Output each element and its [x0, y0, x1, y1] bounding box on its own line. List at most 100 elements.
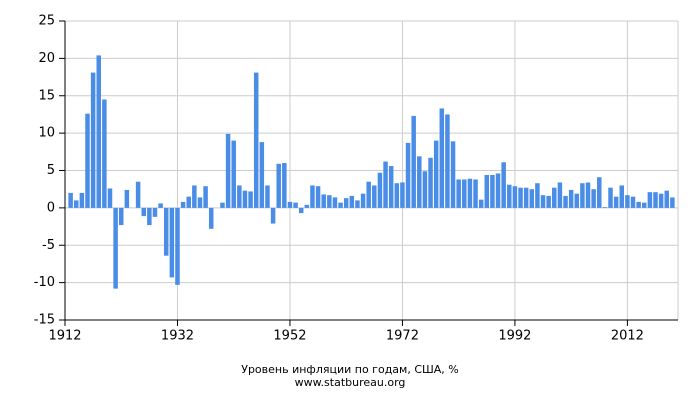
bar — [518, 187, 523, 208]
bar — [152, 207, 158, 217]
bar — [231, 140, 236, 208]
bar — [490, 174, 495, 208]
x-tick-label: 1952 — [273, 329, 306, 344]
bar — [141, 207, 146, 217]
bar — [574, 193, 580, 208]
bar — [507, 184, 512, 208]
bar — [523, 187, 529, 208]
bar — [658, 193, 664, 208]
bar — [270, 207, 276, 224]
bar — [175, 207, 180, 285]
bar — [349, 195, 355, 208]
x-tick-label: 1912 — [48, 329, 81, 344]
bar — [147, 207, 152, 226]
bar — [456, 179, 461, 208]
y-tick-label: 5 — [47, 163, 55, 178]
bar — [540, 195, 546, 208]
chart-subtitle: www.statbureau.org — [295, 376, 406, 389]
bar — [422, 171, 428, 208]
bar — [315, 186, 321, 208]
bar — [664, 190, 670, 208]
bar — [647, 192, 653, 208]
bar — [186, 196, 191, 208]
bar — [343, 198, 349, 208]
bar — [394, 183, 400, 208]
bar — [535, 183, 540, 208]
bar — [546, 195, 551, 208]
bar — [552, 187, 557, 208]
bar — [557, 182, 563, 208]
bar — [321, 194, 326, 208]
bar — [450, 141, 456, 208]
bar — [383, 161, 388, 208]
bar — [670, 197, 675, 208]
bar — [332, 197, 338, 208]
bar — [495, 173, 501, 208]
bar — [338, 202, 343, 208]
bar — [310, 185, 315, 208]
bar — [597, 177, 602, 208]
bar — [585, 182, 591, 208]
bar — [608, 187, 613, 208]
bar — [360, 193, 366, 208]
bar — [563, 195, 568, 208]
bar — [512, 186, 518, 208]
bar — [113, 207, 118, 289]
bar — [484, 174, 490, 208]
bar — [169, 207, 175, 278]
bar — [433, 140, 439, 208]
bar — [501, 162, 506, 208]
bar — [372, 185, 377, 208]
bar — [467, 178, 473, 208]
bar — [473, 179, 478, 208]
bar — [602, 207, 608, 208]
bar — [124, 189, 130, 208]
bar — [282, 163, 287, 208]
bar — [529, 189, 535, 208]
bar — [192, 185, 197, 208]
x-tick-label: 1932 — [161, 329, 194, 344]
bar — [276, 163, 281, 208]
bar — [118, 207, 124, 226]
y-tick-label: -5 — [42, 238, 55, 253]
bar — [225, 133, 231, 208]
bar — [439, 108, 445, 208]
y-tick-label: 25 — [38, 14, 55, 29]
bar — [96, 55, 101, 208]
bar — [388, 166, 394, 208]
bar — [293, 202, 298, 208]
bar — [636, 201, 641, 208]
bar — [237, 185, 242, 208]
bar — [591, 189, 596, 208]
x-tick-label: 2012 — [611, 329, 644, 344]
bar — [208, 207, 214, 229]
bar — [417, 156, 422, 208]
bar — [265, 185, 270, 208]
bar — [253, 72, 259, 208]
bar — [405, 142, 411, 208]
bar — [462, 179, 467, 208]
bar — [411, 115, 416, 208]
bar — [220, 202, 225, 208]
bar — [327, 195, 332, 208]
bar — [400, 182, 405, 208]
bar — [630, 196, 636, 208]
bar — [73, 200, 79, 208]
bar — [85, 113, 90, 208]
x-tick-label: 1972 — [386, 329, 419, 344]
bar — [197, 197, 203, 208]
bar — [248, 191, 253, 208]
bar — [355, 200, 360, 208]
bar — [304, 204, 310, 208]
y-tick-label: 20 — [38, 51, 55, 66]
bar — [625, 195, 630, 208]
bar — [653, 192, 658, 208]
bar — [580, 183, 585, 208]
bar — [642, 202, 647, 208]
bar — [203, 186, 208, 208]
y-tick-label: 0 — [47, 200, 55, 215]
bar — [68, 192, 73, 208]
y-tick-label: -10 — [34, 275, 55, 290]
bar — [478, 199, 484, 208]
